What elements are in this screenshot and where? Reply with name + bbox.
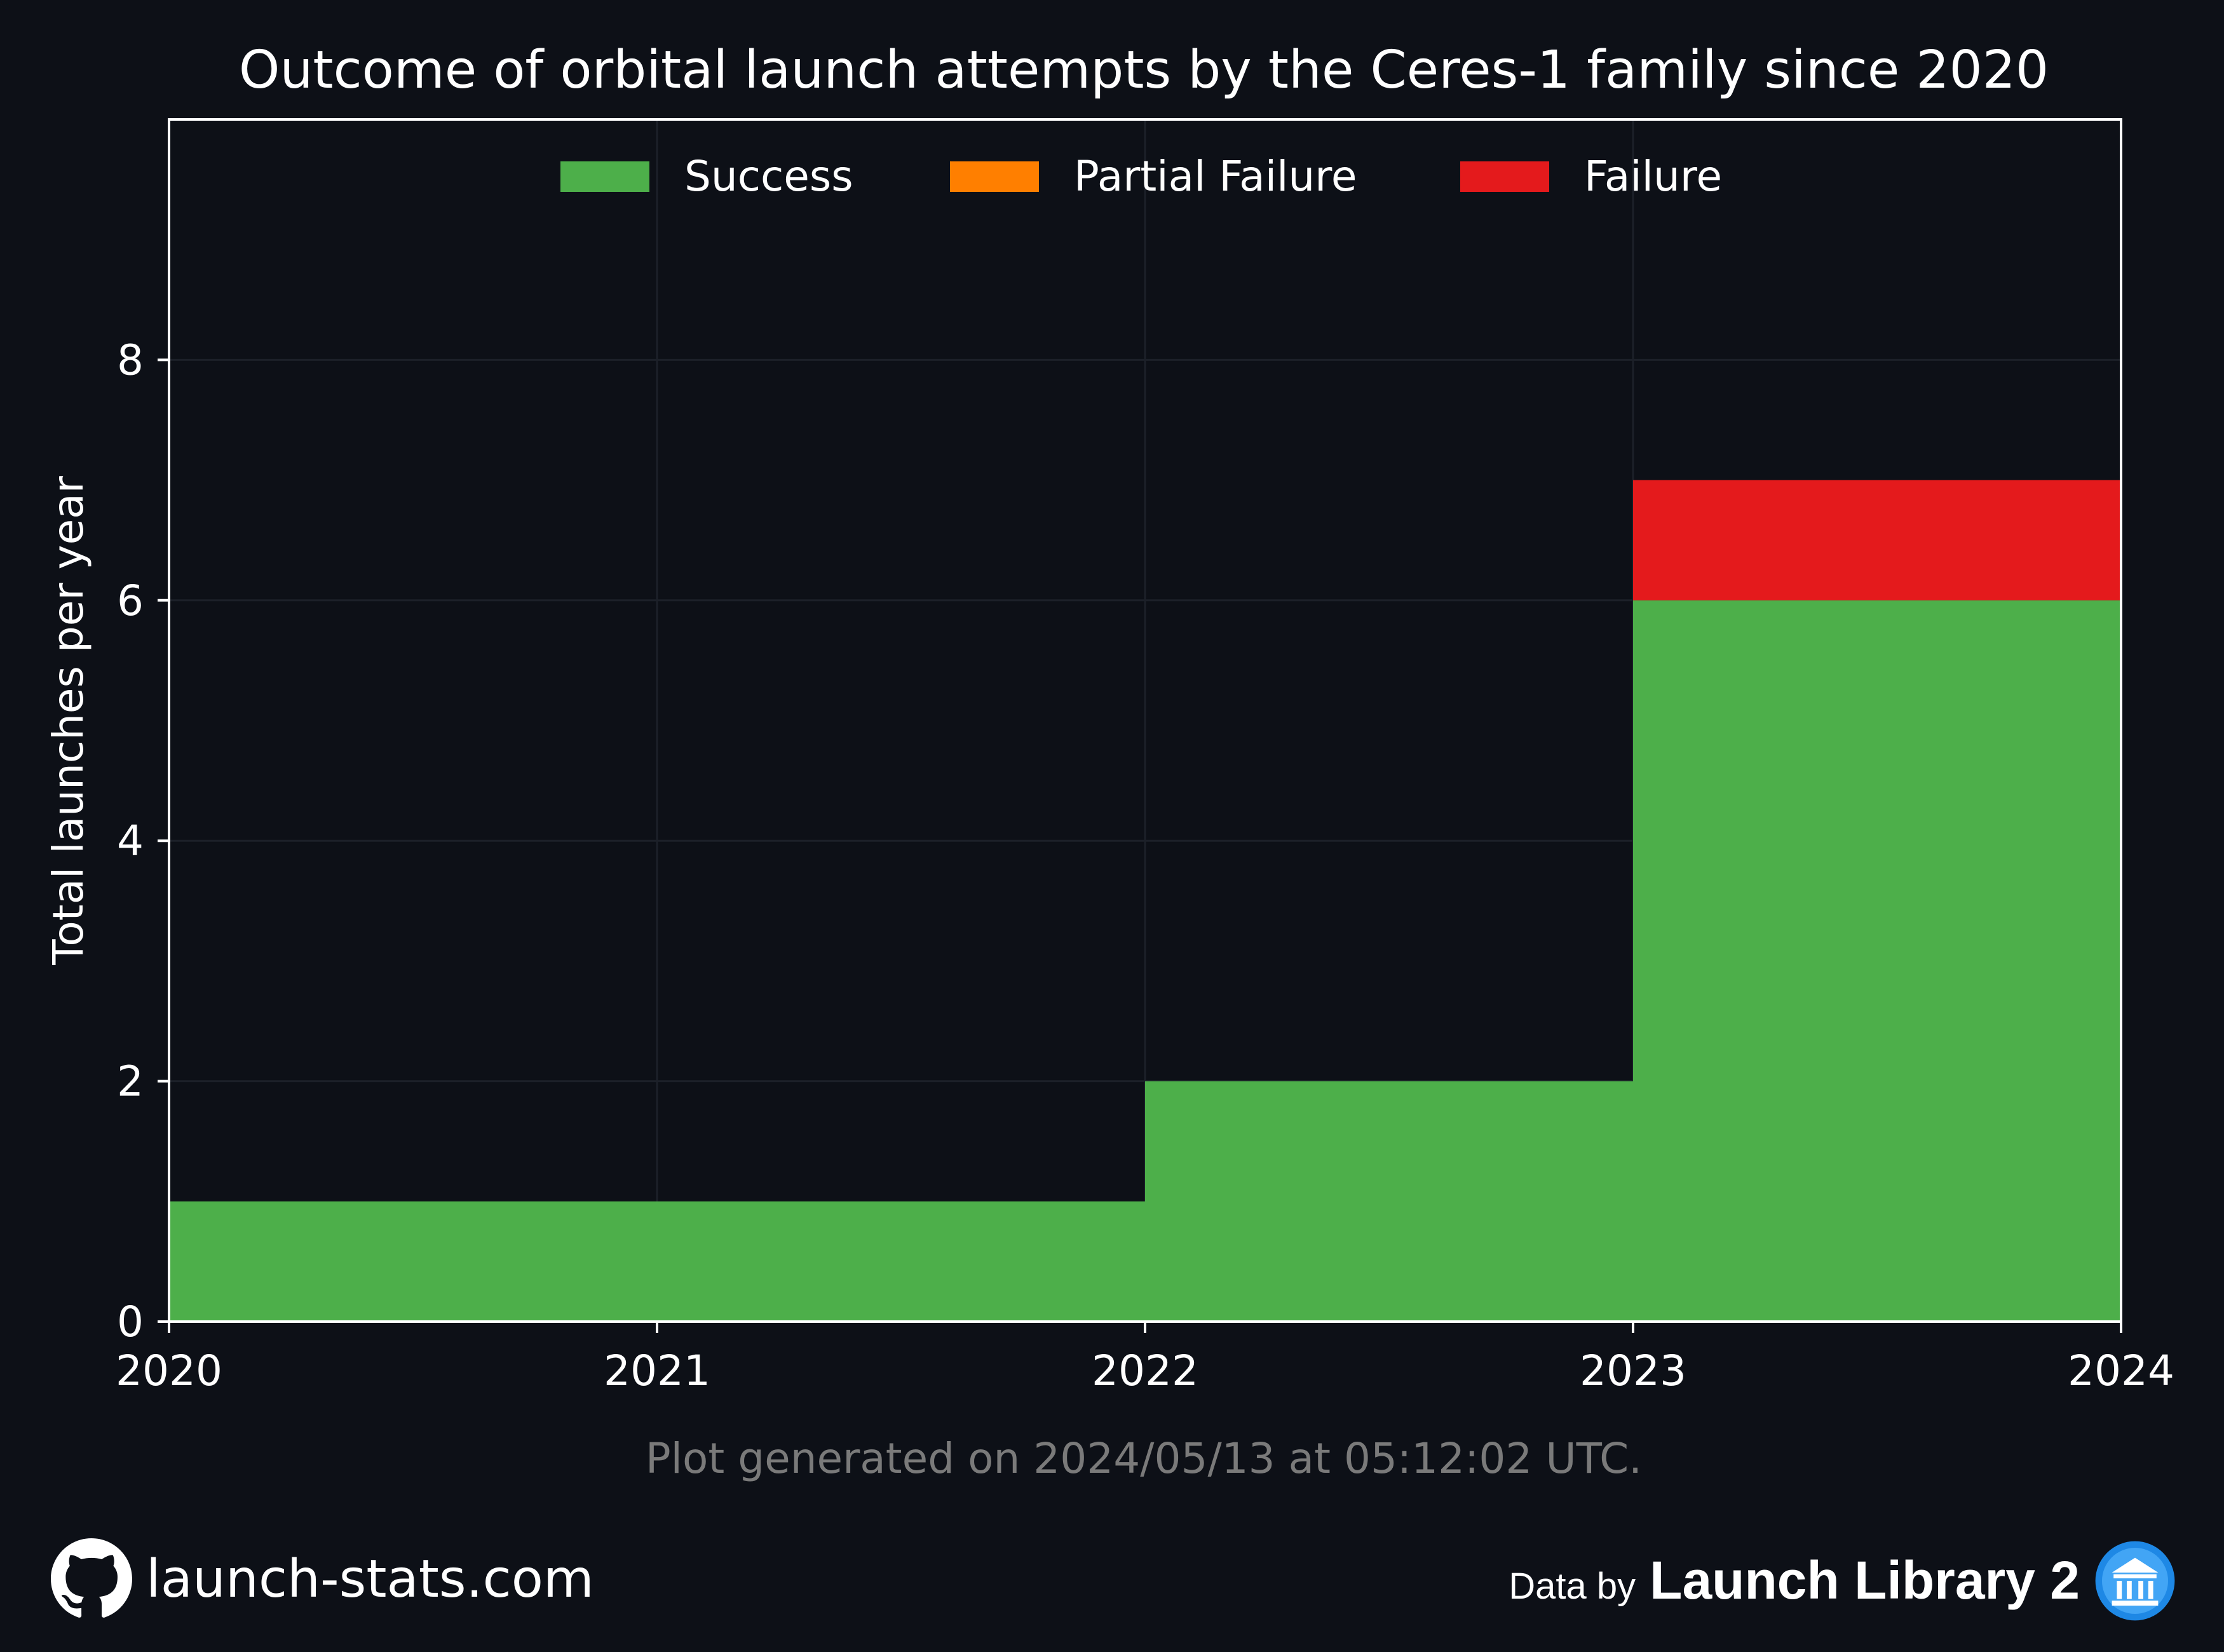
legend-label: Success: [684, 152, 853, 201]
area-segment-failure: [1633, 480, 2121, 600]
chart-title: Outcome of orbital launch attempts by th…: [239, 40, 2049, 100]
legend-swatch: [1460, 161, 1549, 192]
footer-credit: Data by Launch Library 2: [1509, 1538, 2176, 1623]
footer-site[interactable]: launch-stats.com: [51, 1534, 594, 1623]
github-icon: [51, 1538, 132, 1618]
launch-library-icon: [2095, 1541, 2175, 1620]
axes: 2020 2021 2022 2023 2024 0 2 4 6 8: [116, 335, 2174, 1395]
legend-label: Failure: [1584, 152, 1722, 201]
y-tick-label: 2: [117, 1057, 144, 1106]
x-tick-label: 2021: [604, 1346, 710, 1395]
area-segment-success: [657, 1201, 1145, 1322]
footer-site-label: launch-stats.com: [146, 1548, 594, 1609]
x-tick-label: 2020: [116, 1346, 222, 1395]
x-tick-label: 2024: [2068, 1346, 2174, 1395]
y-tick-label: 4: [117, 816, 144, 865]
legend: Success Partial Failure Failure: [560, 152, 1722, 201]
x-tick-label: 2022: [1092, 1346, 1198, 1395]
legend-swatch: [560, 161, 649, 192]
data-by-label: Data by: [1509, 1566, 1636, 1607]
legend-swatch: [950, 161, 1039, 192]
area-segment-success: [1633, 600, 2121, 1322]
y-axis-label: Total launches per year: [44, 475, 93, 965]
area-segment-success: [169, 1201, 657, 1322]
y-tick-label: 8: [117, 335, 144, 384]
area-segment-success: [1145, 1081, 1633, 1322]
y-tick-label: 6: [117, 576, 144, 625]
plot-caption: Plot generated on 2024/05/13 at 05:12:02…: [646, 1434, 1642, 1483]
legend-label: Partial Failure: [1074, 152, 1357, 201]
provider-name[interactable]: Launch Library 2: [1650, 1550, 2080, 1610]
x-tick-label: 2023: [1580, 1346, 1686, 1395]
y-tick-label: 0: [117, 1297, 144, 1346]
stacked-areas: [169, 480, 2121, 1322]
